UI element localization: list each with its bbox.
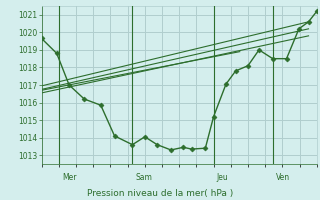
Text: Ven: Ven [276,173,290,182]
Text: Sam: Sam [136,173,153,182]
Text: Jeu: Jeu [217,173,228,182]
Text: Pression niveau de la mer( hPa ): Pression niveau de la mer( hPa ) [87,189,233,198]
Text: Mer: Mer [63,173,77,182]
